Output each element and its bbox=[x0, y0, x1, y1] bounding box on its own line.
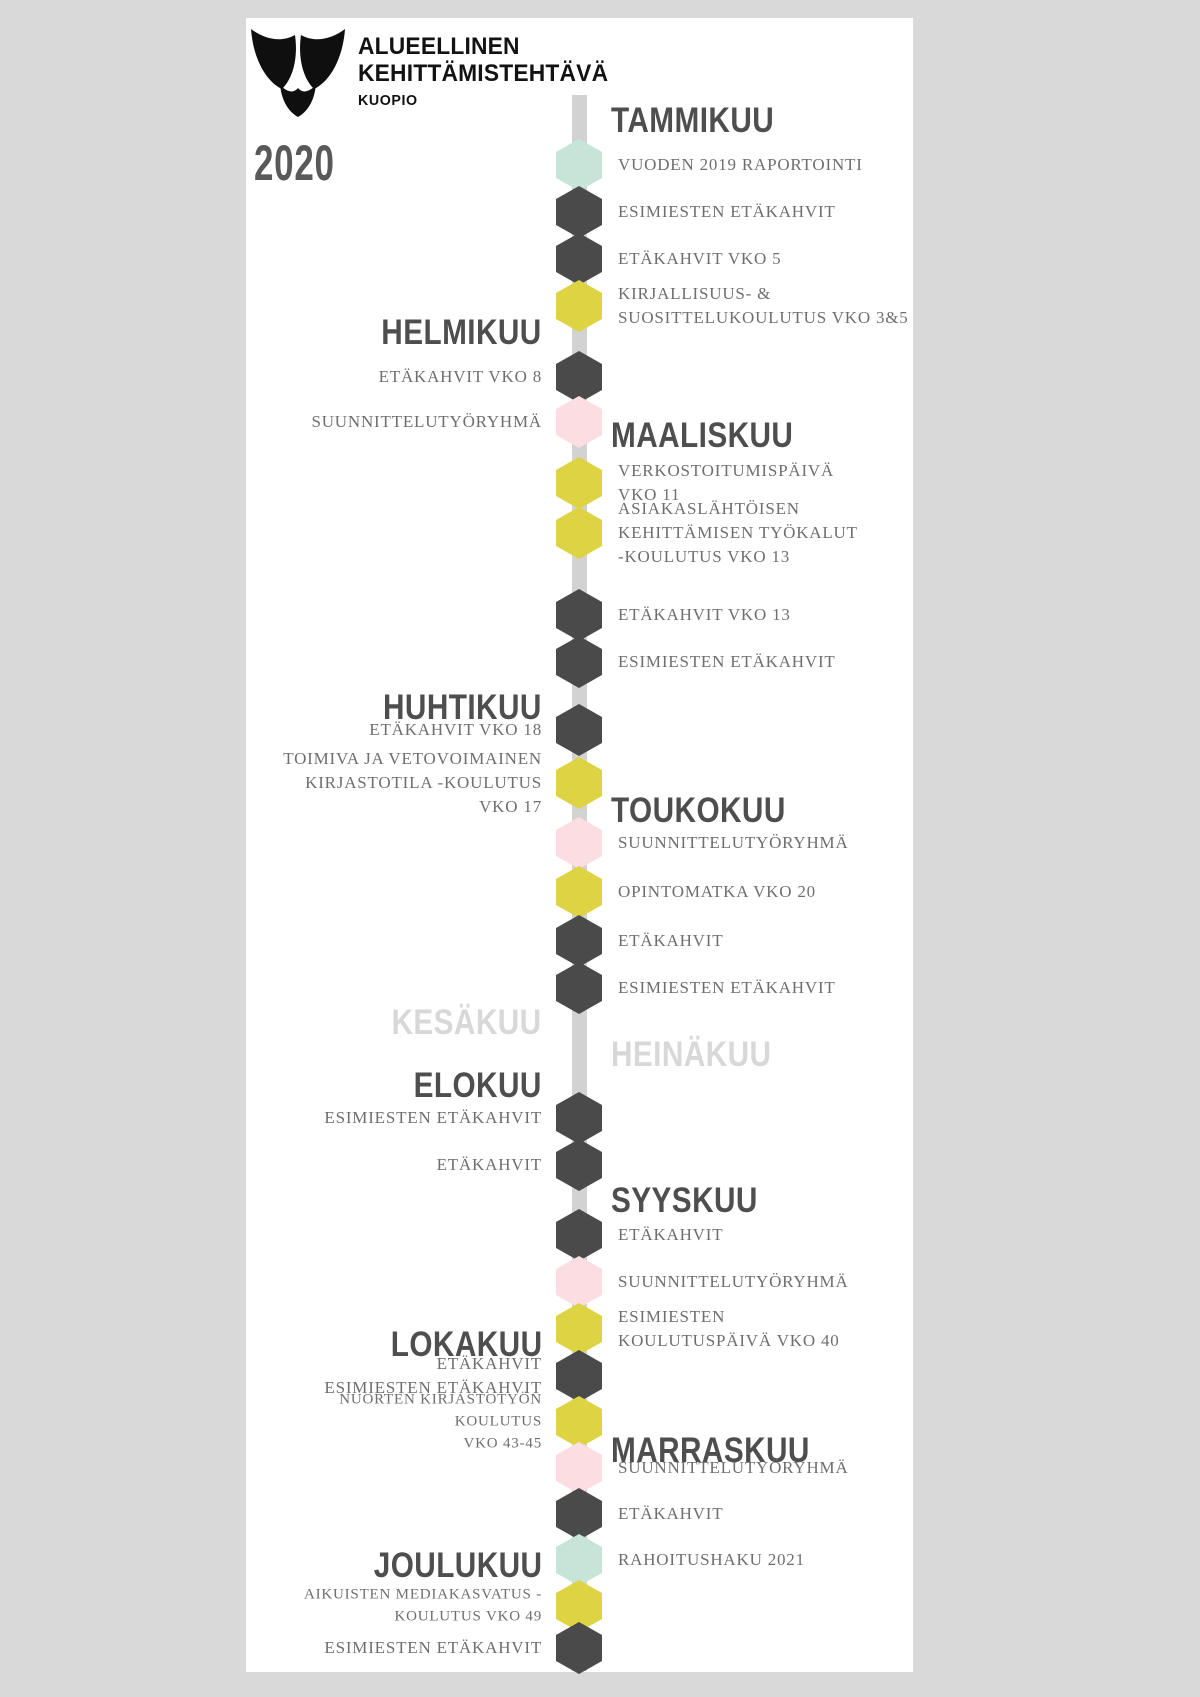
dark-hexagon-marker bbox=[556, 1622, 602, 1674]
timeline-item-label: ETÄKAHVIT VKO 8 bbox=[378, 366, 542, 386]
timeline-item-label: VERKOSTOITUMISPÄIVÄ VKO 11 bbox=[618, 460, 835, 504]
dark-hexagon-marker bbox=[556, 589, 602, 641]
dark-hexagon-marker bbox=[556, 962, 602, 1014]
yellow-hexagon-marker bbox=[556, 757, 602, 809]
timeline-item-label: KIRJALLISUUS- & SUOSITTELUKOULUTUS VKO 3… bbox=[618, 283, 909, 327]
org-title: ALUEELLINEN KEHITTÄMISTEHTÄVÄ KUOPIO bbox=[358, 33, 609, 109]
dark-hexagon-marker bbox=[556, 636, 602, 688]
timeline-item-label: SUUNNITTELUTYÖRYHMÄ bbox=[618, 1271, 849, 1291]
org-title-line1: ALUEELLINEN bbox=[358, 33, 520, 60]
dark-hexagon-marker bbox=[556, 1350, 602, 1402]
yellow-hexagon-marker bbox=[556, 507, 602, 559]
card: ALUEELLINEN KEHITTÄMISTEHTÄVÄ KUOPIO 202… bbox=[246, 18, 913, 1674]
timeline-item-label: ETÄKAHVIT ESIMIESTEN ETÄKAHVIT bbox=[324, 1353, 542, 1397]
timeline-item-label: ETÄKAHVIT VKO 5 bbox=[618, 248, 782, 268]
month-header-huhtikuu: HUHTIKUU bbox=[383, 688, 542, 727]
dark-hexagon-marker bbox=[556, 915, 602, 967]
month-header-toukokuu: TOUKOKUU bbox=[611, 791, 786, 830]
dark-hexagon-marker bbox=[556, 351, 602, 403]
timeline-item-label: ESIMIESTEN ETÄKAHVIT bbox=[324, 1637, 542, 1657]
timeline-item-label: ESIMIESTEN ETÄKAHVIT bbox=[618, 201, 836, 221]
teal-hexagon-marker bbox=[556, 1534, 602, 1586]
dark-hexagon-marker bbox=[556, 1092, 602, 1144]
org-city: KUOPIO bbox=[358, 91, 418, 109]
timeline-item-label: RAHOITUSHAKU 2021 bbox=[618, 1549, 805, 1569]
dark-hexagon-marker bbox=[556, 186, 602, 238]
timeline-item-label: TOIMIVA JA VETOVOIMAINEN KIRJASTOTILA -K… bbox=[283, 748, 542, 817]
timeline-item-label: ASIAKASLÄHTÖISEN KEHITTÄMISEN TYÖKALUT -… bbox=[618, 498, 858, 567]
pink-hexagon-marker bbox=[556, 817, 602, 869]
timeline-item-label: ETÄKAHVIT VKO 18 bbox=[369, 719, 542, 739]
timeline-item-label: SUUNNITTELUTYÖRYHMÄ bbox=[618, 832, 849, 852]
timeline-item-label: SUUNNITTELUTYÖRYHMÄ bbox=[311, 411, 542, 431]
timeline-item-label: ESIMIESTEN ETÄKAHVIT bbox=[324, 1107, 542, 1127]
dark-hexagon-marker bbox=[556, 704, 602, 756]
timeline-item-label: ETÄKAHVIT bbox=[618, 930, 724, 950]
month-header-joulukuu: JOULUKUU bbox=[373, 1546, 542, 1585]
month-header-elokuu: ELOKUU bbox=[413, 1066, 542, 1105]
timeline-item-label: VUODEN 2019 RAPORTOINTI bbox=[618, 154, 863, 174]
timeline-item-label: NUORTEN KIRJASTOTYÖN KOULUTUS VKO 43-45 bbox=[339, 1391, 542, 1451]
timeline-item-label: ETÄKAHVIT VKO 13 bbox=[618, 604, 791, 624]
yellow-hexagon-marker bbox=[556, 1396, 602, 1448]
library-logo-icon bbox=[251, 29, 345, 117]
timeline-item-label: AIKUISTEN MEDIAKASVATUS - KOULUTUS VKO 4… bbox=[303, 1586, 542, 1624]
pink-hexagon-marker bbox=[556, 1256, 602, 1308]
timeline-item-label: ESIMIESTEN KOULUTUSPÄIVÄ VKO 40 bbox=[618, 1306, 840, 1350]
yellow-hexagon-marker bbox=[556, 457, 602, 509]
timeline-item-label: ETÄKAHVIT bbox=[618, 1503, 724, 1523]
timeline-item-label: ETÄKAHVIT bbox=[618, 1224, 724, 1244]
month-header-tammikuu: TAMMIKUU bbox=[611, 101, 775, 140]
timeline-item-label: SUUNNITTELUTYÖRYHMÄ bbox=[618, 1457, 849, 1477]
dark-hexagon-marker bbox=[556, 233, 602, 285]
org-title-line2: KEHITTÄMISTEHTÄVÄ bbox=[358, 59, 609, 87]
dark-hexagon-marker bbox=[556, 1209, 602, 1261]
yellow-hexagon-marker bbox=[556, 866, 602, 918]
month-header-kesäkuu: KESÄKUU bbox=[391, 1003, 542, 1042]
year-label: 2020 bbox=[254, 135, 335, 191]
dark-hexagon-marker bbox=[556, 1139, 602, 1191]
timeline-item-label: ETÄKAHVIT bbox=[436, 1154, 542, 1174]
teal-hexagon-marker bbox=[556, 139, 602, 191]
month-header-heinäkuu: HEINÄKUU bbox=[611, 1035, 772, 1074]
month-header-lokakuu: LOKAKUU bbox=[390, 1325, 542, 1364]
yellow-hexagon-marker bbox=[556, 280, 602, 332]
timeline-item-label: OPINTOMATKA VKO 20 bbox=[618, 881, 816, 901]
month-header-maaliskuu: MAALISKUU bbox=[611, 416, 794, 455]
month-header-helmikuu: HELMIKUU bbox=[381, 313, 542, 352]
month-header-marraskuu: MARRASKUU bbox=[611, 1431, 810, 1470]
pink-hexagon-marker bbox=[556, 1442, 602, 1494]
yellow-hexagon-marker bbox=[556, 1303, 602, 1355]
timeline-item-label: ESIMIESTEN ETÄKAHVIT bbox=[618, 977, 836, 997]
pink-hexagon-marker bbox=[556, 396, 602, 448]
timeline-item-label: ESIMIESTEN ETÄKAHVIT bbox=[618, 651, 836, 671]
dark-hexagon-marker bbox=[556, 1488, 602, 1540]
month-header-syyskuu: SYYSKUU bbox=[611, 1181, 758, 1220]
